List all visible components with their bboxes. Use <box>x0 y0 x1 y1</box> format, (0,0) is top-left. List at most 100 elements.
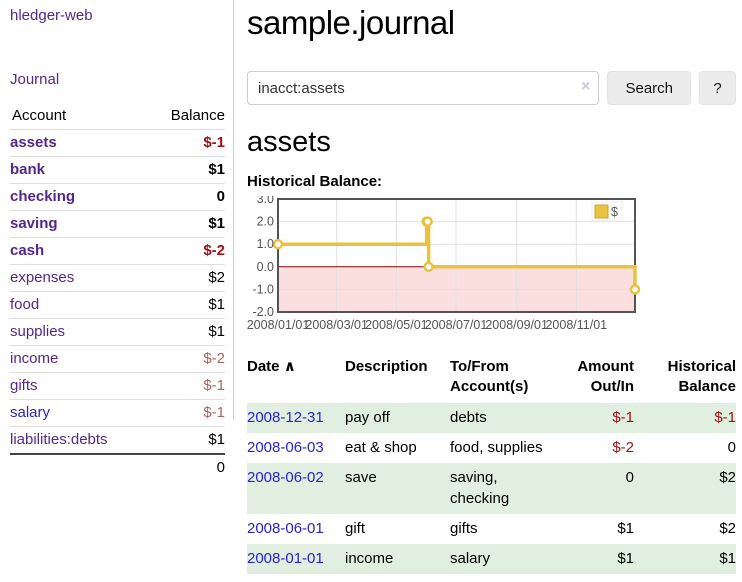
account-balance: $-2 <box>146 345 225 373</box>
account-row: checking 0 <box>10 183 225 211</box>
sidebar-account-link[interactable]: salary <box>10 404 51 421</box>
sidebar-account-link[interactable]: bank <box>10 161 46 178</box>
register-row: 2008-06-03 eat & shop food, supplies $-2 0 <box>247 433 736 463</box>
sidebar-account-link[interactable]: expenses <box>10 269 75 286</box>
register-header-date[interactable]: Date ∧ <box>247 358 296 375</box>
search-input[interactable] <box>247 71 600 105</box>
register-header-amount: Amount Out/In <box>577 358 634 395</box>
sidebar: hledger-web Journal Account Balance asse… <box>0 0 233 481</box>
transaction-accounts: gifts <box>450 520 478 537</box>
y-tick-label: -1.0 <box>252 282 274 296</box>
x-tick-label: 2008/05/01 <box>365 318 428 332</box>
transaction-description: eat & shop <box>345 439 417 456</box>
accounts-header-account: Account <box>12 107 67 124</box>
sidebar-account-link[interactable]: cash <box>10 242 45 259</box>
register-row: 2008-06-02 save saving, checking 0 $2 <box>247 463 736 514</box>
chart-point <box>629 284 641 295</box>
sidebar-item-journal[interactable]: Journal <box>10 71 60 88</box>
legend-swatch <box>594 204 609 219</box>
account-balance: $1 <box>146 156 225 184</box>
accounts-total-row: 0 <box>10 453 225 481</box>
register-table-body: 2008-12-31 pay off debts $-1 $-1 2008-06-03 ea… <box>247 403 736 574</box>
search-bar: × Search ? <box>247 71 736 105</box>
clear-search-icon[interactable]: × <box>581 78 591 95</box>
accounts-header-balance: Balance <box>170 107 225 124</box>
account-row: expenses $2 <box>10 264 225 292</box>
legend-label: $ <box>611 205 618 219</box>
y-tick-label: 3.0 <box>257 196 274 206</box>
y-tick-label: -2.0 <box>252 305 274 319</box>
account-balance: $1 <box>146 426 225 454</box>
page-title: sample.journal <box>247 4 455 41</box>
transaction-accounts: salary <box>450 544 556 574</box>
transaction-amount: $1 <box>617 520 634 537</box>
account-balance: $1 <box>146 318 225 346</box>
sidebar-account-link[interactable]: supplies <box>10 323 66 340</box>
transaction-date-link[interactable]: 2008-01-01 <box>247 550 324 567</box>
transaction-balance: $2 <box>719 520 736 537</box>
account-row: salary $-1 <box>10 399 225 427</box>
account-balance: $-1 <box>146 372 225 400</box>
register-row: 2008-06-01 gift gifts $1 $2 <box>247 514 736 544</box>
chart-point <box>422 216 433 227</box>
sidebar-divider <box>233 0 234 420</box>
transaction-date-link[interactable]: 2008-06-01 <box>247 520 324 537</box>
transaction-description: pay off <box>345 403 450 433</box>
transaction-description: income <box>345 544 450 574</box>
y-tick-label: 0.0 <box>257 260 274 274</box>
sidebar-account-link[interactable]: food <box>10 296 40 313</box>
register-header-accounts: To/From Account(s) <box>450 358 529 395</box>
sidebar-account-link[interactable]: assets <box>10 134 57 151</box>
register-row: 2008-12-31 pay off debts $-1 $-1 <box>247 403 736 433</box>
transaction-amount: $-1 <box>556 403 642 433</box>
transaction-accounts: debts <box>450 403 556 433</box>
account-row: food $1 <box>10 291 225 319</box>
account-balance: $1 <box>146 210 225 238</box>
chart-heading: Historical Balance: <box>247 173 383 190</box>
account-balance: 0 <box>146 183 225 211</box>
transaction-date-link[interactable]: 2008-06-03 <box>247 439 324 456</box>
transaction-date-link[interactable]: 2008-12-31 <box>247 409 324 426</box>
transaction-amount: 0 <box>556 463 642 514</box>
sidebar-account-link[interactable]: checking <box>10 188 76 205</box>
transaction-balance: $-1 <box>642 403 736 433</box>
account-row: liabilities:debts $1 <box>10 426 225 454</box>
account-balance: $-1 <box>146 129 225 157</box>
plot-border <box>277 198 636 313</box>
y-tick-label: 1.0 <box>257 237 274 251</box>
sidebar-account-link[interactable]: gifts <box>10 377 38 394</box>
app-title-link[interactable]: hledger-web <box>10 7 93 24</box>
sidebar-account-link[interactable]: liabilities:debts <box>10 431 108 448</box>
account-row: income $-2 <box>10 345 225 373</box>
accounts-total-value: 0 <box>146 453 225 481</box>
sidebar-account-link[interactable]: income <box>10 350 59 367</box>
search-button[interactable]: Search <box>607 71 691 105</box>
transaction-date-link[interactable]: 2008-06-02 <box>247 469 324 486</box>
account-balance: $1 <box>146 291 225 319</box>
accounts-table: Account Balance assets $-1 bank $1 checking 0… <box>10 103 225 481</box>
transaction-accounts: food, supplies <box>450 439 543 456</box>
register-header-balance: Historical Balance <box>667 358 736 395</box>
sort-ascending-icon: ∧ <box>283 358 296 375</box>
y-tick-label: 2.0 <box>257 215 274 229</box>
x-tick-label: 2008/03/01 <box>305 318 368 332</box>
transaction-description: gift <box>345 520 366 537</box>
historical-balance-chart[interactable]: $3.0 2.0 1.0 0.0 -1.0 -2.0 2008/01/01 2008/03/0… <box>247 196 645 338</box>
transaction-amount: $-2 <box>612 439 634 456</box>
transaction-accounts: saving, checking <box>450 463 556 514</box>
account-row: saving $1 <box>10 210 225 238</box>
account-row: bank $1 <box>10 156 225 184</box>
accounts-table-body: assets $-1 bank $1 checking 0 saving $1 cash $-2 e… <box>10 129 225 454</box>
register-row: 2008-01-01 income salary $1 $1 <box>247 544 736 574</box>
sidebar-account-link[interactable]: saving <box>10 215 58 232</box>
register-header-description: Description <box>345 358 428 375</box>
account-heading: assets <box>247 126 331 158</box>
x-tick-label: 2008/07/01 <box>425 318 488 332</box>
account-balance: $-2 <box>146 237 225 265</box>
account-row: assets $-1 <box>10 129 225 157</box>
chart-point <box>272 238 284 250</box>
transaction-amount: $1 <box>556 544 642 574</box>
register-table: Date ∧ Description To/From Account(s) Am… <box>247 355 736 574</box>
main-content: sample.journal × Search ? assets Histori… <box>247 0 736 574</box>
help-button[interactable]: ? <box>699 71 736 105</box>
